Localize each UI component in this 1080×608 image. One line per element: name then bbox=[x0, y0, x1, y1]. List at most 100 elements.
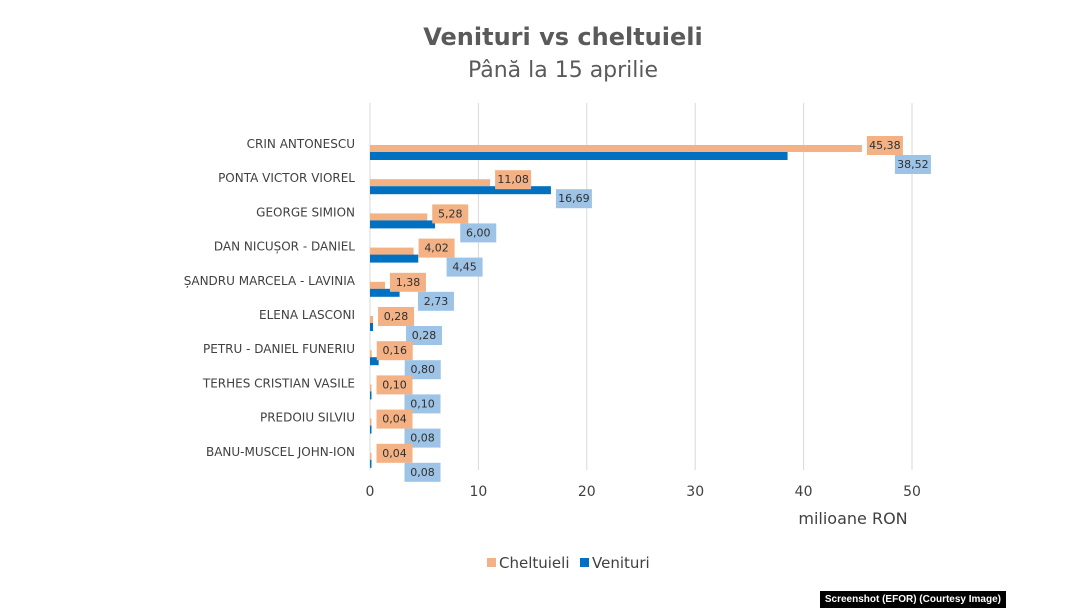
data-label-text: 0,80 bbox=[410, 363, 435, 376]
data-label-text: 4,02 bbox=[424, 242, 449, 255]
bar-cheltuieli bbox=[370, 418, 372, 426]
data-label-bg bbox=[378, 307, 415, 326]
data-label-bg bbox=[404, 394, 441, 414]
data-label-venituri: 16,69 bbox=[555, 189, 592, 209]
bar-venituri bbox=[370, 288, 400, 297]
data-label-venituri: 6,00 bbox=[460, 223, 497, 243]
data-label-bg bbox=[495, 170, 532, 190]
data-label-cheltuieli: 0,04 bbox=[376, 443, 413, 463]
data-label-text: 45,38 bbox=[869, 139, 901, 152]
data-label-bg bbox=[418, 238, 455, 258]
data-label-cheltuieli: 1,38 bbox=[389, 272, 426, 292]
data-label-cheltuieli: 5,28 bbox=[432, 204, 469, 224]
data-label-bg bbox=[404, 428, 441, 448]
bar-cheltuieli bbox=[370, 247, 414, 255]
data-label-bg bbox=[404, 360, 441, 380]
data-label-bg bbox=[460, 223, 497, 243]
bar-cheltuieli bbox=[370, 213, 428, 221]
legend: Cheltuieli Venituri bbox=[487, 554, 650, 572]
x-tick-label: 0 bbox=[366, 484, 375, 500]
data-label-venituri: 0,08 bbox=[404, 428, 441, 448]
data-label-bg bbox=[376, 341, 413, 361]
data-label-cheltuieli: 0,10 bbox=[376, 375, 413, 395]
chart-title: Venituri vs cheltuieli bbox=[423, 23, 702, 51]
data-label-text: 2,73 bbox=[424, 295, 449, 308]
legend-label: Venituri bbox=[592, 554, 650, 572]
category-label: GEORGE SIMION bbox=[256, 205, 355, 219]
legend-label: Cheltuieli bbox=[499, 554, 570, 572]
data-label-venituri: 0,80 bbox=[404, 360, 441, 380]
x-axis-ticks: 0 10 20 30 40 50 bbox=[366, 484, 921, 500]
data-label-cheltuieli: 4,02 bbox=[418, 238, 455, 258]
bar-venituri bbox=[370, 254, 419, 263]
data-label-text: 1,38 bbox=[396, 276, 421, 289]
category-labels: CRIN ANTONESCU PONTA VICTOR VIOREL GEORGE … bbox=[184, 137, 356, 459]
bar-venituri bbox=[370, 220, 436, 229]
data-label-bg bbox=[866, 136, 903, 155]
x-tick-label: 10 bbox=[469, 484, 487, 500]
category-label: DAN NICUȘOR - DANIEL bbox=[214, 240, 355, 254]
x-tick-label: 40 bbox=[795, 484, 813, 500]
data-label-venituri: 2,73 bbox=[417, 291, 454, 311]
bar-venituri bbox=[370, 425, 372, 434]
data-label-bg bbox=[376, 375, 413, 395]
bar-cheltuieli bbox=[370, 384, 372, 392]
x-tick-label: 30 bbox=[686, 484, 704, 500]
data-label-cheltuieli: 0,16 bbox=[376, 341, 413, 361]
data-label-bg bbox=[417, 291, 454, 311]
data-label-bg bbox=[432, 204, 469, 224]
bar-cheltuieli bbox=[370, 145, 862, 152]
bar-venituri bbox=[370, 357, 379, 366]
category-label: ELENA LASCONI bbox=[259, 308, 355, 322]
data-label-text: 0,10 bbox=[382, 378, 407, 391]
data-label-cheltuieli: 0,04 bbox=[376, 409, 413, 429]
data-label-text: 38,52 bbox=[897, 158, 929, 171]
data-label-text: 0,04 bbox=[382, 413, 407, 426]
data-label-text: 0,04 bbox=[382, 447, 407, 460]
category-label: PONTA VICTOR VIOREL bbox=[218, 171, 355, 185]
data-label-bg bbox=[404, 462, 441, 482]
legend-item-venituri: Venituri bbox=[580, 554, 650, 572]
x-axis-label: milioane RON bbox=[798, 509, 907, 528]
category-label: CRIN ANTONESCU bbox=[247, 137, 355, 151]
bar-cheltuieli bbox=[370, 179, 491, 187]
x-tick-label: 20 bbox=[578, 484, 596, 500]
bar-cheltuieli bbox=[370, 452, 372, 460]
data-label-bg bbox=[406, 326, 443, 345]
bars bbox=[370, 145, 862, 468]
data-label-text: 0,16 bbox=[382, 344, 407, 357]
bar-venituri bbox=[370, 152, 788, 160]
data-label-text: 0,28 bbox=[384, 310, 409, 323]
bar-cheltuieli bbox=[370, 281, 385, 289]
data-label-bg bbox=[376, 443, 413, 463]
data-label-cheltuieli: 0,28 bbox=[378, 307, 415, 326]
x-tick-label: 50 bbox=[903, 484, 921, 500]
data-label-venituri: 0,08 bbox=[404, 462, 441, 482]
category-label: PETRU - DANIEL FUNERIU bbox=[203, 342, 355, 356]
data-label-text: 11,08 bbox=[497, 173, 529, 186]
data-label-text: 4,45 bbox=[452, 261, 477, 274]
data-label-text: 0,28 bbox=[412, 329, 437, 342]
category-label: TERHES CRISTIAN VASILE bbox=[202, 376, 355, 390]
legend-swatch bbox=[487, 558, 496, 567]
data-labels: 45,38 38,52 11,08 16,69 5,28 6,00 4,024,45 1,38… bbox=[376, 136, 931, 482]
data-label-text: 0,08 bbox=[410, 432, 435, 445]
bar-venituri bbox=[370, 186, 551, 195]
bar-venituri bbox=[370, 459, 372, 468]
image-credit: Screenshot (EFOR) (Courtesy Image) bbox=[819, 591, 1006, 608]
category-label: ȘANDRU MARCELA - LAVINIA bbox=[184, 274, 356, 288]
data-label-text: 5,28 bbox=[438, 207, 463, 220]
bar-cheltuieli bbox=[370, 316, 374, 323]
data-label-venituri: 0,10 bbox=[404, 394, 441, 414]
data-label-text: 0,10 bbox=[410, 397, 435, 410]
bar-cheltuieli bbox=[370, 350, 372, 358]
data-label-cheltuieli: 11,08 bbox=[495, 170, 532, 190]
data-label-text: 0,08 bbox=[410, 466, 435, 479]
data-label-venituri: 38,52 bbox=[894, 155, 931, 174]
data-label-venituri: 4,45 bbox=[446, 257, 483, 277]
category-label: BANU-MUSCEL JOHN-ION bbox=[206, 445, 355, 459]
bar-venituri bbox=[370, 323, 374, 331]
data-label-bg bbox=[376, 409, 413, 429]
data-label-venituri: 0,28 bbox=[406, 326, 443, 345]
